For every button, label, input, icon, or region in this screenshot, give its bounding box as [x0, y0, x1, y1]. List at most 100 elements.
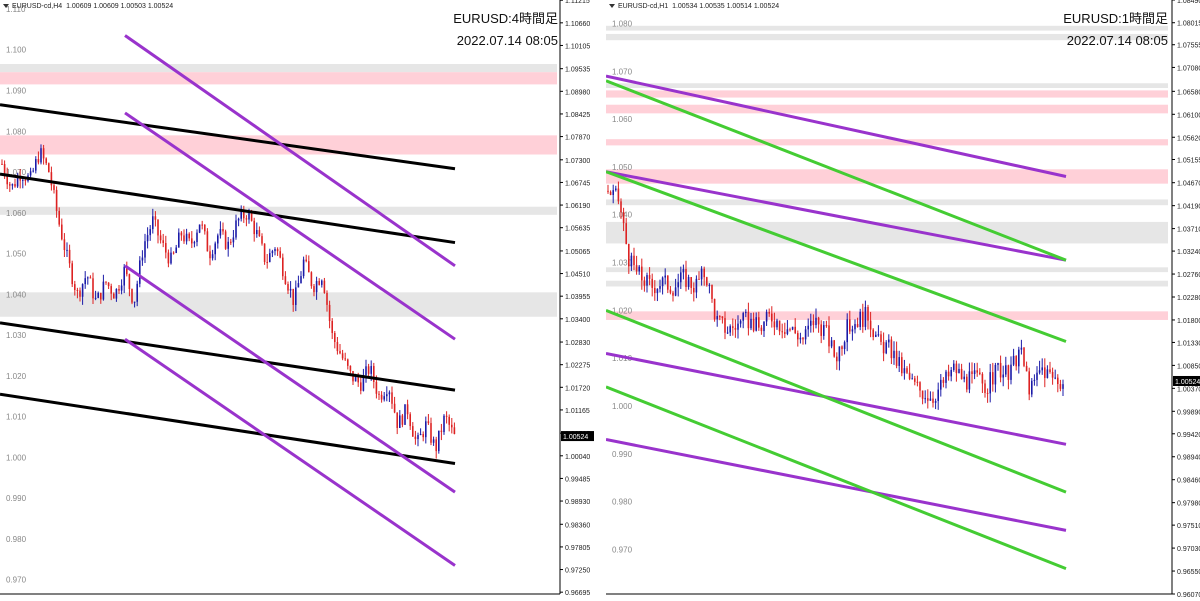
candle-body: [245, 218, 248, 220]
candle-body: [797, 333, 799, 340]
candle-body: [279, 251, 281, 258]
candle-body: [250, 213, 253, 221]
candle-body: [716, 316, 718, 320]
candle-body: [713, 298, 716, 320]
dropdown-triangle-icon[interactable]: [609, 4, 615, 9]
candle-body: [159, 235, 162, 241]
candle-body: [58, 210, 60, 225]
candle-body: [3, 164, 6, 175]
candle-body: [700, 268, 703, 280]
candle-body: [362, 375, 365, 391]
candle-body: [984, 383, 986, 393]
candle-body: [693, 287, 695, 293]
candle-body: [711, 284, 713, 299]
price-level-label: 1.060: [612, 115, 633, 124]
dropdown-triangle-icon[interactable]: [3, 4, 9, 9]
candle-body: [1031, 380, 1033, 395]
candle-body: [906, 368, 908, 373]
h1-chart-canvas[interactable]: 1.080 1.070 1.060 1.050 1.040 1.030 1.020 1.010…: [606, 0, 1200, 601]
candle-body: [308, 261, 310, 273]
candle-body: [1033, 379, 1036, 381]
price-level-label: 0.970: [6, 576, 27, 585]
candle-body: [201, 224, 203, 226]
candle-body: [955, 363, 958, 374]
current-price-label: 1.00524: [563, 434, 588, 441]
candle-body: [440, 430, 443, 433]
candle-body: [146, 235, 149, 242]
candle-body: [435, 439, 437, 452]
candle-body: [100, 292, 102, 300]
price-tick-label: 1.01720: [565, 385, 590, 392]
candle-body: [732, 326, 734, 328]
candle-body: [911, 378, 913, 380]
candle-body: [180, 232, 183, 236]
candle-body: [755, 317, 757, 331]
candle-body: [120, 285, 123, 291]
candle-body: [667, 275, 669, 290]
candle-body: [63, 239, 66, 251]
candle-body: [141, 257, 144, 261]
trendline: [124, 264, 456, 494]
candle-body: [422, 434, 424, 438]
candle-body: [890, 339, 893, 359]
price-tick-label: 1.08015: [1177, 21, 1200, 28]
candle-body: [154, 216, 157, 220]
candle-body: [128, 274, 131, 290]
candle-body: [263, 243, 266, 262]
candle-body: [869, 320, 872, 330]
price-zone-band: [606, 25, 1168, 31]
candle-body: [87, 277, 89, 279]
h1-chart-panel[interactable]: 1.080 1.070 1.060 1.050 1.040 1.030 1.020 1.010…: [606, 0, 1200, 601]
candle-body: [258, 230, 261, 237]
h4-chart-canvas[interactable]: 1.110 1.100 1.090 1.080 1.070 1.060 1.050 1.040…: [0, 0, 600, 601]
price-tick-label: 1.07555: [1177, 43, 1200, 50]
trendline: [606, 308, 1067, 494]
candle-body: [836, 356, 838, 362]
candle-body: [61, 224, 63, 240]
candle-body: [726, 332, 729, 334]
candle-body: [126, 266, 128, 275]
candle-body: [786, 329, 789, 334]
candle-body: [79, 290, 81, 297]
candle-body: [721, 316, 724, 319]
candle-body: [690, 277, 692, 288]
candle-body: [406, 404, 409, 415]
candle-body: [843, 342, 846, 350]
candle-body: [643, 280, 646, 286]
price-zone-band: [0, 292, 557, 317]
price-level-label: 1.100: [6, 46, 27, 55]
candle-body: [300, 276, 302, 284]
candle-body: [68, 249, 71, 264]
candle-body: [953, 363, 955, 370]
panel-divider: [600, 0, 606, 601]
candle-body: [94, 297, 97, 299]
candle-body: [113, 293, 115, 299]
candle-body: [901, 357, 903, 374]
price-level-label: 1.000: [6, 453, 27, 462]
trendline: [124, 111, 456, 341]
candle-body: [115, 288, 118, 299]
candle-body: [191, 238, 193, 244]
trendline: [0, 103, 456, 171]
candle-body: [841, 346, 843, 350]
candle-body: [823, 325, 825, 336]
candle-body: [940, 379, 942, 390]
h4-symbol: EURUSD-cd,H4: [12, 3, 63, 10]
candle-body: [107, 282, 110, 287]
candle-body: [11, 184, 14, 186]
h4-chart-panel[interactable]: 1.110 1.100 1.090 1.080 1.070 1.060 1.050 1.040…: [0, 0, 600, 601]
candle-body: [222, 228, 224, 232]
price-tick-label: 1.01165: [565, 408, 590, 415]
price-level-label: 0.970: [612, 546, 633, 555]
price-zone-band: [606, 33, 1168, 41]
candle-body: [162, 240, 164, 244]
candle-body: [849, 319, 851, 332]
price-tick-label: 1.03710: [1177, 227, 1200, 234]
candle-body: [274, 249, 276, 252]
candle-body: [820, 324, 822, 336]
candle-body: [794, 326, 796, 334]
candle-body: [937, 389, 939, 401]
candle-body: [185, 233, 188, 242]
price-level-label: 1.040: [612, 211, 633, 220]
candle-body: [81, 284, 84, 297]
